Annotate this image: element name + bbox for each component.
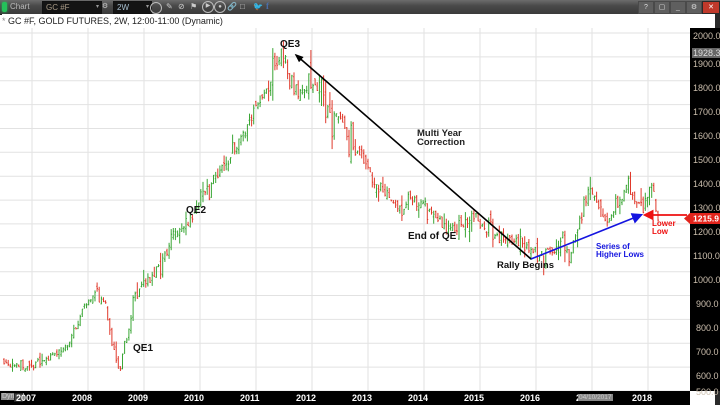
svg-text:QE2: QE2 [186,205,206,216]
svg-text:1215.9: 1215.9 [693,214,719,224]
svg-text:QE3: QE3 [280,39,300,50]
svg-text:Higher Lows: Higher Lows [596,250,645,259]
svg-text:Low: Low [652,227,669,236]
svg-text:QE1: QE1 [133,343,153,354]
svg-text:Correction: Correction [417,137,465,148]
svg-text:Rally Begins: Rally Begins [497,260,554,271]
svg-text:End of QE: End of QE [408,231,457,242]
